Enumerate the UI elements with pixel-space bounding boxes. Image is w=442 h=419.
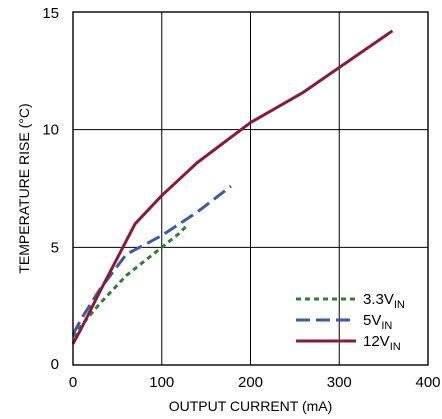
x-tick-label: 400 xyxy=(415,374,440,391)
x-tick-label: 200 xyxy=(238,374,263,391)
legend-label: 3.3VIN xyxy=(363,291,405,311)
x-tick-label: 100 xyxy=(149,374,174,391)
x-tick-label: 300 xyxy=(327,374,352,391)
series-line xyxy=(71,222,190,338)
y-tick-label: 15 xyxy=(42,5,59,22)
x-tick-label: 0 xyxy=(69,374,77,391)
y-tick-label: 0 xyxy=(51,356,59,373)
grid xyxy=(73,12,428,365)
series-line xyxy=(71,184,232,336)
plot-frame xyxy=(72,11,429,366)
y-tick-label: 10 xyxy=(42,122,59,139)
x-axis-label: OUTPUT CURRENT (mA) xyxy=(169,398,333,414)
legend-label: 5VIN xyxy=(363,312,392,332)
series-line xyxy=(71,29,394,345)
y-tick-label: 5 xyxy=(51,239,59,256)
legend-label: 12VIN xyxy=(363,333,401,353)
y-axis-label: TEMPERATURE RISE (°C) xyxy=(16,103,32,273)
series-lines xyxy=(71,29,394,345)
x-tick-labels: 0 100 200 300 400 xyxy=(69,374,441,391)
y-tick-labels: 0 5 10 15 xyxy=(42,5,59,373)
